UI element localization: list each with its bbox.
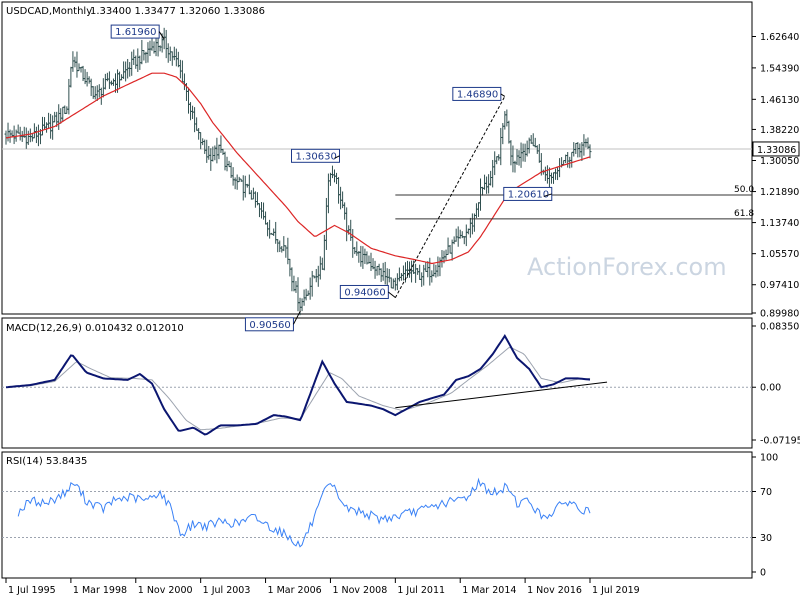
price-annotation-box xyxy=(110,24,160,39)
macd-y-tick-label: -0.07195 xyxy=(760,436,800,447)
price-y-tick-label: 1.38220 xyxy=(760,125,799,136)
x-tick-label: 1 Nov 2008 xyxy=(332,585,387,596)
rsi-y-tick-label: 0 xyxy=(760,568,766,579)
price-y-tick-label: 1.54390 xyxy=(760,63,799,74)
rsi-panel-frame xyxy=(1,451,753,579)
rsi-line xyxy=(17,477,591,548)
x-tick-label: 1 Jul 1995 xyxy=(8,585,56,596)
macd-panel-frame xyxy=(1,317,753,449)
x-tick-label: 1 Mar 2006 xyxy=(268,585,322,596)
price-annotation-label: 1.30630 xyxy=(296,151,337,162)
price-annotation-label: 0.94060 xyxy=(344,287,385,298)
price-annotation-label: 0.90560 xyxy=(249,320,290,331)
price-overlays: 50.0 61.8 1.61960 1.30630 0.90560 0.94060 1.46… xyxy=(110,24,754,332)
price-header-symbol: USDCAD,Monthly xyxy=(6,6,92,17)
price-annotation-label: 1.20610 xyxy=(508,189,549,200)
price-panel-frame xyxy=(1,1,753,315)
x-tick-label: 1 Nov 2000 xyxy=(138,585,193,596)
price-annotation-leader xyxy=(388,291,396,298)
price-y-tick-label: 1.62640 xyxy=(760,32,799,43)
price-annotation-label: 1.61960 xyxy=(115,27,156,38)
macd-trendline xyxy=(395,381,608,409)
fib-label: 50.0 xyxy=(734,185,754,195)
x-tick-label: 1 Jul 2011 xyxy=(397,585,445,596)
current-price-box xyxy=(752,141,800,157)
grid-lines xyxy=(2,148,752,538)
sma-path xyxy=(5,72,591,265)
rsi-y-tick-label: 30 xyxy=(760,533,772,544)
price-y-tick-label: 0.97410 xyxy=(760,280,799,291)
price-y-tick-label: 0.89980 xyxy=(760,309,799,320)
price-annotation-label: 1.46890 xyxy=(457,89,498,100)
price-y-tick-label: 1.05570 xyxy=(760,249,799,260)
watermark: ActionForex.com xyxy=(527,253,727,281)
x-tick-label: 1 Jul 2019 xyxy=(592,585,640,596)
macd-signal-path xyxy=(5,346,591,431)
rsi-title: RSI(14) 53.8435 xyxy=(6,456,87,467)
price-annotation-leader xyxy=(292,310,301,325)
macd-title: MACD(12,26,9) 0.010432 0.012010 xyxy=(6,323,184,334)
price-y-tick-label: 1.30050 xyxy=(760,156,799,167)
macd-lines xyxy=(5,333,608,436)
price-bars xyxy=(4,27,592,316)
price-y-tick-label: 1.21890 xyxy=(760,187,799,198)
rsi-path xyxy=(17,477,591,548)
x-tick-label: 1 Jul 2003 xyxy=(203,585,251,596)
macd-main-path xyxy=(5,333,591,436)
price-header-ohlc: 1.33400 1.33477 1.32060 1.33086 xyxy=(90,6,265,17)
x-tick-label: 1 Mar 1998 xyxy=(73,585,127,596)
macd-y-tick-label: 0.00 xyxy=(760,383,781,394)
rsi-y-tick-label: 100 xyxy=(760,453,778,464)
price-annotation-leader xyxy=(158,31,165,40)
price-annotation-leader xyxy=(500,93,506,97)
price-y-tick-label: 1.13740 xyxy=(760,218,799,229)
sma-line xyxy=(5,72,591,265)
price-trendline xyxy=(394,96,506,298)
rsi-y-tick-label: 70 xyxy=(760,487,772,498)
price-y-tick-label: 1.46130 xyxy=(760,95,799,106)
fib-label: 61.8 xyxy=(734,209,754,219)
macd-y-tick-label: 0.083505 xyxy=(760,322,800,333)
price-annotation-leader xyxy=(543,193,552,197)
current-price-label: 1.33086 xyxy=(757,145,796,156)
axis-labels: 1.62640 1.54390 1.46130 1.38220 1.30050 1.218… xyxy=(5,32,800,596)
price-annotation-leader xyxy=(334,155,340,159)
x-tick-label: 1 Mar 2014 xyxy=(462,585,516,596)
x-tick-label: 1 Nov 2016 xyxy=(527,585,582,596)
